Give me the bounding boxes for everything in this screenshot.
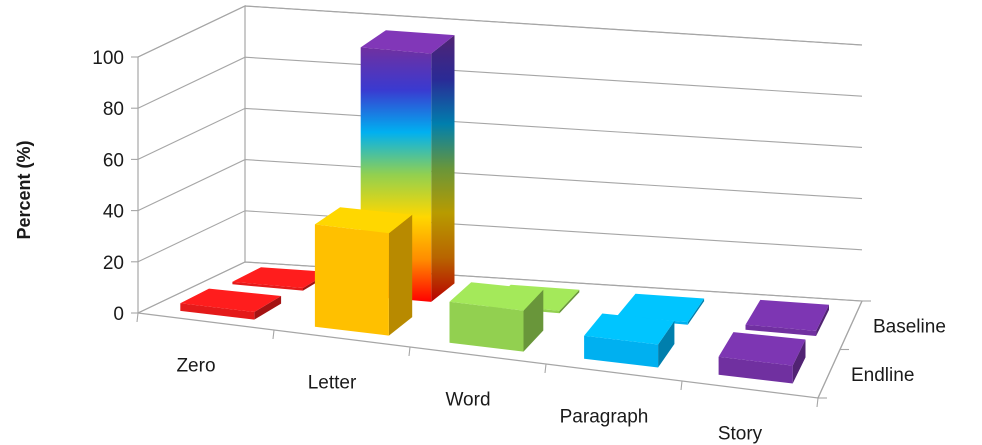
bar-side-face <box>687 298 705 325</box>
bar-top-face <box>360 30 455 54</box>
bar-top-face <box>180 288 282 312</box>
gridline <box>137 261 863 314</box>
category-label: Zero <box>176 356 215 377</box>
x-tick-mark <box>544 363 547 374</box>
bar-top-face <box>314 207 413 234</box>
x-tick-mark <box>816 397 819 408</box>
bar-side-face <box>431 35 455 302</box>
y-tick-label: 100 <box>92 48 124 69</box>
bar-side-face <box>816 304 829 336</box>
left-wall <box>137 5 246 313</box>
x-tick-mark <box>272 329 275 340</box>
x-tick-mark <box>136 312 139 323</box>
gridline <box>137 159 863 212</box>
category-label: Paragraph <box>560 407 649 428</box>
bar-story-baseline <box>745 299 829 336</box>
category-labels: Zero Letter Word Paragraph Story <box>176 356 762 445</box>
depth-labels: Endline Baseline <box>851 316 946 386</box>
bar-front-face <box>314 224 389 336</box>
bar-front-face <box>718 356 793 384</box>
bar-side-face <box>658 320 675 368</box>
bar-top-face <box>584 313 675 345</box>
bar-front-face <box>232 281 303 291</box>
gridline <box>137 56 863 109</box>
bar-front-face <box>180 303 255 320</box>
gridline <box>137 5 863 58</box>
bar-top-face <box>718 332 806 366</box>
gridline <box>137 210 863 263</box>
depth-label: Baseline <box>873 316 946 337</box>
chart-bars <box>180 30 829 384</box>
bar-word-endline <box>449 282 544 352</box>
category-label: Word <box>445 390 490 411</box>
x-tick-mark <box>408 346 411 357</box>
x-tick-mark <box>680 380 683 391</box>
bar-front-face <box>584 335 659 368</box>
y-tick-label: 40 <box>103 202 124 223</box>
category-label: Letter <box>308 373 357 394</box>
bar-front-face <box>449 301 524 352</box>
bar-letter-endline <box>314 207 413 336</box>
bar-side-face <box>559 289 580 314</box>
bar-front-face <box>745 324 817 336</box>
y-tick-label: 0 <box>113 304 124 325</box>
bar-story-endline <box>718 332 806 384</box>
bar-side-face <box>254 296 282 320</box>
bar-side-face <box>792 339 806 384</box>
bar-top-face <box>745 299 829 331</box>
y-tick-label: 60 <box>103 150 124 171</box>
y-tick-labels: 0 20 40 60 80 100 <box>92 48 124 325</box>
y-tick-label: 20 <box>103 253 124 274</box>
bar-side-face <box>523 289 544 352</box>
bar-top-face <box>232 267 330 288</box>
bar-side-face <box>388 214 413 336</box>
bar-top-face <box>617 293 705 323</box>
gridline <box>137 107 863 160</box>
depth-label: Endline <box>851 365 914 386</box>
bar-paragraph-endline <box>584 313 675 368</box>
bar-top-face <box>449 282 544 311</box>
category-label: Story <box>718 424 763 445</box>
y-axis-title: Percent (%) <box>14 140 34 239</box>
y-tick-label: 80 <box>103 99 124 120</box>
bar-zero-endline <box>180 288 282 320</box>
chart-walls <box>131 5 871 408</box>
